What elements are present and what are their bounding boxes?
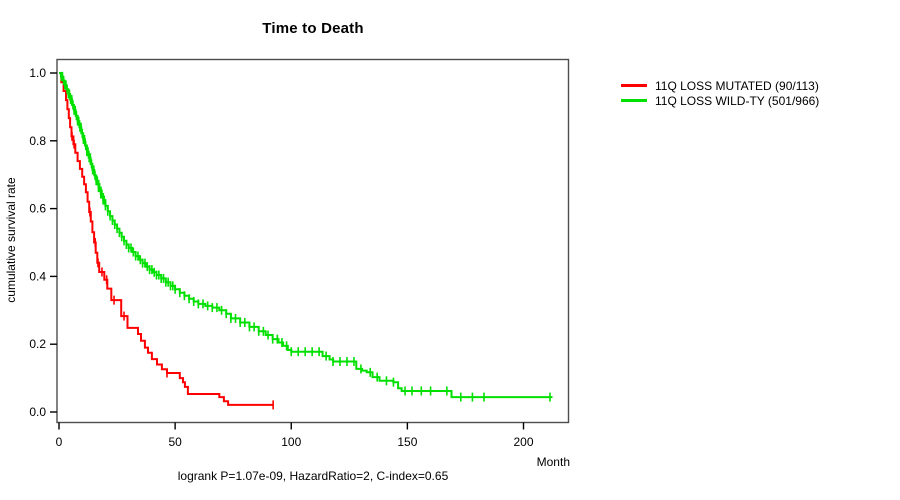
x-tick-label: 150 (397, 435, 417, 449)
plot-box (56, 58, 570, 424)
survival-curve-mutated (59, 72, 274, 406)
y-tick-label: 0.4 (29, 269, 46, 283)
x-tick-label: 0 (56, 435, 63, 449)
stats-annotation: logrank P=1.07e-09, HazardRatio=2, C-ind… (177, 469, 449, 483)
legend: 11Q LOSS MUTATED (90/113) 11Q LOSS WILD-… (621, 78, 819, 108)
legend-line-green (621, 99, 647, 102)
x-tick-label: 200 (513, 435, 533, 449)
y-tick-label: 0.0 (29, 405, 46, 419)
y-axis-label: cumulative survival rate (4, 177, 18, 303)
legend-item-wildtype: 11Q LOSS WILD-TY (501/966) (621, 93, 819, 108)
chart-title: Time to Death (262, 20, 364, 37)
x-tick-label: 50 (168, 435, 182, 449)
legend-label-mutated: 11Q LOSS MUTATED (90/113) (655, 78, 819, 93)
x-tick-label: 100 (281, 435, 301, 449)
y-tick-label: 0.8 (29, 134, 46, 148)
y-tick-label: 1.0 (29, 66, 46, 80)
y-tick-label: 0.2 (29, 337, 46, 351)
y-tick-label: 0.6 (29, 202, 46, 216)
x-axis-label: Month (536, 455, 570, 469)
legend-item-mutated: 11Q LOSS MUTATED (90/113) (621, 78, 819, 93)
legend-label-wildtype: 11Q LOSS WILD-TY (501/966) (655, 93, 820, 108)
legend-line-red (621, 84, 647, 87)
